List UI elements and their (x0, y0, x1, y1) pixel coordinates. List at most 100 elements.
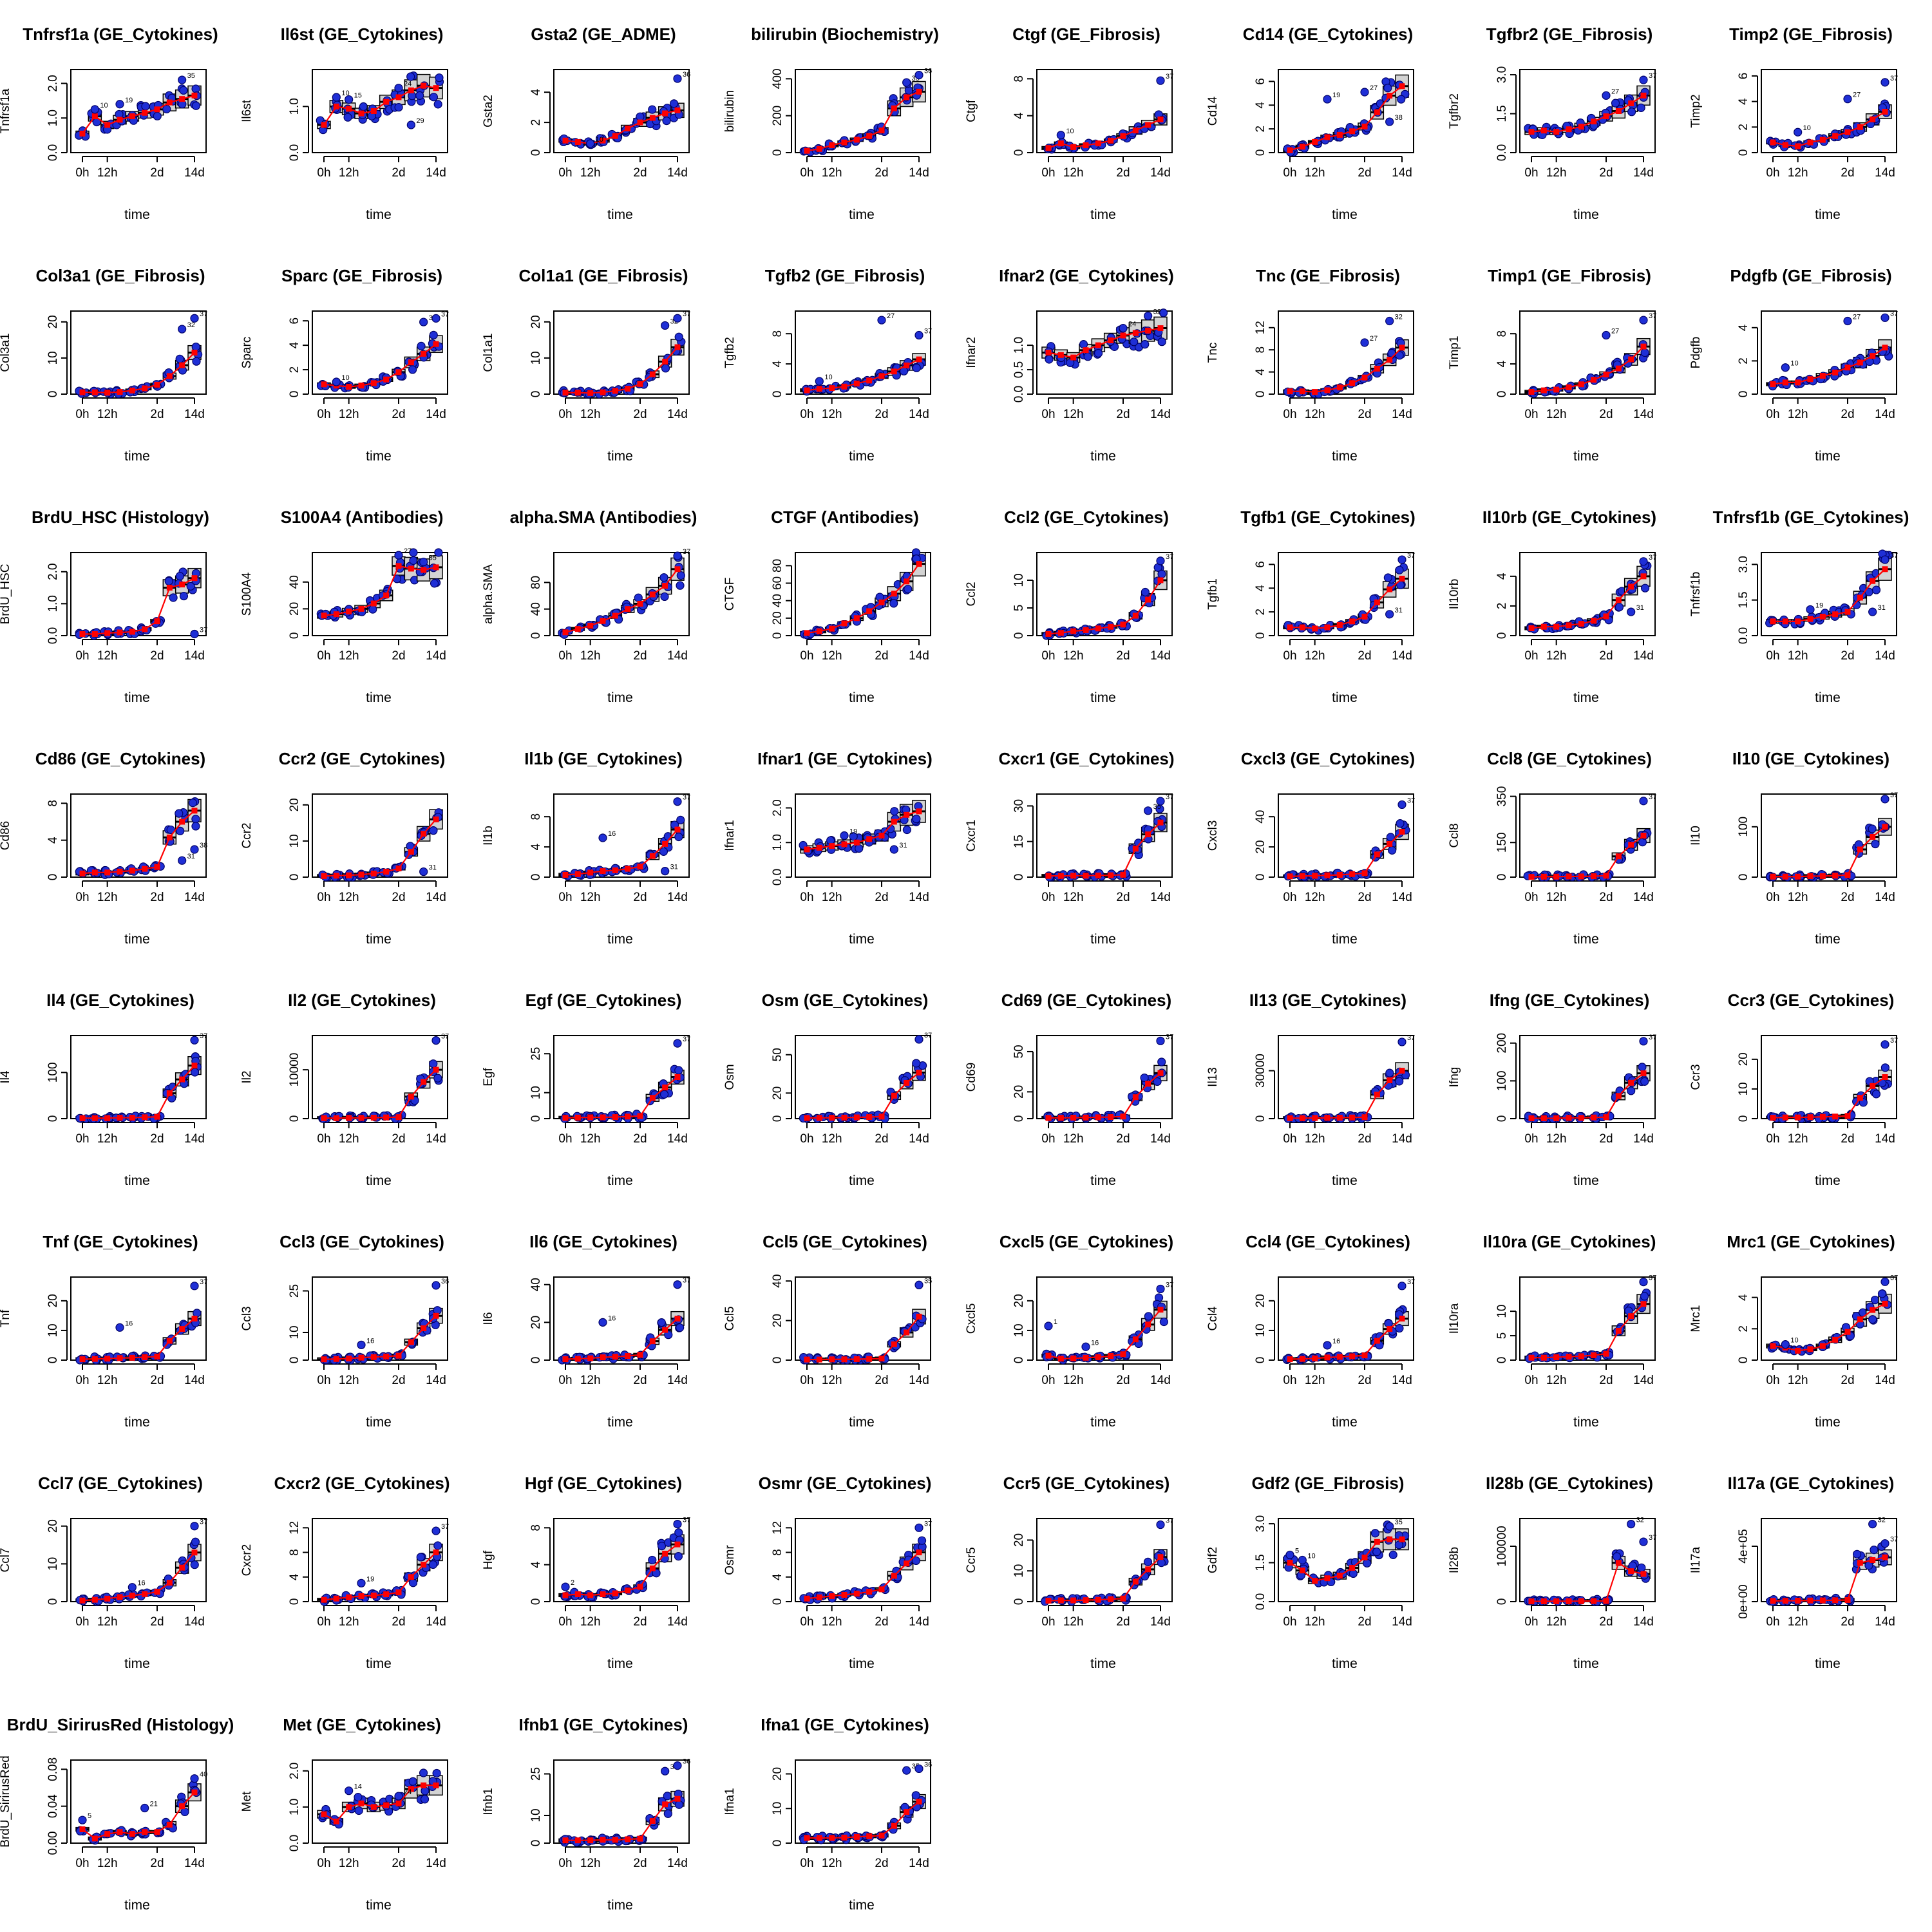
outlier-label: 31 (1878, 604, 1886, 612)
y-axis-label: BrdU_HSC (0, 564, 12, 625)
y-tick-label: 5 (1495, 1332, 1509, 1340)
chart-panel: Ccl3 (GE_Cytokines) 0 10 25 0h 12h 2d 14d time Cc… (240, 1208, 483, 1449)
data-point (855, 844, 864, 853)
plot-frame (795, 69, 931, 153)
x-tick-label: 2d (633, 408, 647, 421)
mean-line (1531, 95, 1644, 133)
mean-marker (637, 1113, 643, 1119)
x-tick-label: 12h (580, 166, 601, 180)
mean-line (1289, 831, 1403, 877)
mean-marker (1299, 388, 1305, 395)
y-tick-label: 15 (1012, 835, 1026, 848)
mean-line (82, 1552, 195, 1602)
x-tick-label: 0h (800, 1132, 813, 1146)
outlier-label: 31 (670, 864, 678, 871)
mean-marker (1566, 873, 1572, 880)
x-tick-label: 12h (1063, 166, 1084, 180)
mean-marker (383, 1114, 390, 1121)
mean-marker (816, 1115, 822, 1121)
mean-marker (1844, 609, 1851, 615)
y-tick-label: 25 (288, 1284, 301, 1298)
mean-line (1048, 580, 1161, 635)
mean-marker (1603, 1350, 1609, 1357)
y-axis-label: Cxcl5 (965, 1303, 978, 1334)
mean-line (565, 569, 678, 633)
y-tick-label: 0 (529, 632, 543, 639)
outlier-label: 37 (200, 1032, 207, 1040)
plot-frame (1036, 1276, 1173, 1361)
mean-marker (1807, 1114, 1814, 1121)
y-tick-label: 50 (771, 1048, 784, 1061)
outlier-label: 37 (1890, 791, 1898, 799)
mean-marker (166, 1338, 173, 1344)
y-tick-label: 20 (1254, 1294, 1267, 1307)
mean-marker (1640, 573, 1647, 580)
mean-marker (1807, 139, 1814, 146)
mean-marker (1120, 133, 1126, 139)
x-tick-label: 0h (1283, 891, 1296, 904)
data-point (1388, 846, 1397, 855)
outlier-point (394, 84, 403, 93)
x-tick-label: 12h (580, 1615, 601, 1629)
mean-marker (1553, 623, 1560, 630)
x-axis-label: time (366, 690, 392, 705)
x-tick-label: 0h (800, 1374, 813, 1387)
x-axis-label: time (1815, 449, 1841, 464)
x-tick-label: 2d (1599, 408, 1613, 421)
mean-marker (1312, 625, 1318, 632)
x-tick-label: 14d (667, 1374, 688, 1387)
mean-marker (1083, 347, 1089, 354)
chart-title: Ccl8 (GE_Cytokines) (1487, 749, 1652, 768)
mean-marker (166, 1090, 173, 1097)
mean-marker (104, 1356, 111, 1362)
chart-panel: Osm (GE_Cytokines) 0 20 50 0h 12h 2d 14d time Osm… (723, 966, 966, 1208)
outlier-label: 16 (137, 1580, 145, 1587)
x-axis-label: time (366, 1415, 392, 1430)
x-tick-label: 2d (150, 1374, 164, 1387)
data-point (1045, 355, 1054, 364)
outlier-point (1880, 1040, 1889, 1049)
data-point (408, 1578, 418, 1587)
plot-frame (795, 793, 931, 878)
chart-panel: Cd14 (GE_Cytokines) 0 2 4 6 0h 12h 2d 14d time Cd1… (1206, 0, 1449, 242)
mean-marker (191, 1549, 198, 1556)
x-axis-label: time (1573, 449, 1599, 464)
mean-marker (1844, 872, 1851, 878)
x-axis-label: time (124, 1415, 150, 1430)
outlier-point (1843, 316, 1852, 326)
chart-panel: Cxcl5 (GE_Cytokines) 0 10 20 0h 12h 2d 14d time C… (965, 1208, 1208, 1449)
data-point (191, 84, 200, 93)
mean-marker (1312, 138, 1318, 145)
outlier-point (914, 330, 923, 340)
mean-marker (1782, 873, 1788, 880)
x-tick-label: 2d (1116, 649, 1130, 663)
outlier-label: 16 (125, 1320, 133, 1327)
x-tick-label: 0h (317, 891, 330, 904)
mean-marker (829, 1115, 835, 1121)
y-axis-label: Pdgfb (1689, 337, 1703, 369)
y-tick-label: 0.0 (46, 144, 60, 161)
mean-marker (1070, 1355, 1077, 1361)
mean-marker (179, 1326, 185, 1332)
mean-marker (129, 113, 135, 120)
mean-marker (625, 1353, 631, 1359)
outlier-point (1323, 95, 1332, 104)
x-tick-label: 2d (1116, 1132, 1130, 1146)
mean-marker (346, 1594, 352, 1600)
data-point (191, 1537, 200, 1546)
x-tick-label: 0h (1524, 1132, 1538, 1146)
outlier-label: 31 (429, 864, 437, 872)
mean-marker (104, 390, 111, 396)
outlier-point (1397, 1282, 1406, 1291)
x-tick-label: 2d (1841, 408, 1854, 421)
x-tick-label: 0h (1524, 166, 1538, 180)
y-tick-label: 0.5 (1012, 361, 1026, 378)
data-point (1640, 348, 1649, 357)
data-point (674, 1528, 683, 1537)
x-axis-label: time (607, 449, 633, 464)
mean-marker (370, 108, 377, 114)
